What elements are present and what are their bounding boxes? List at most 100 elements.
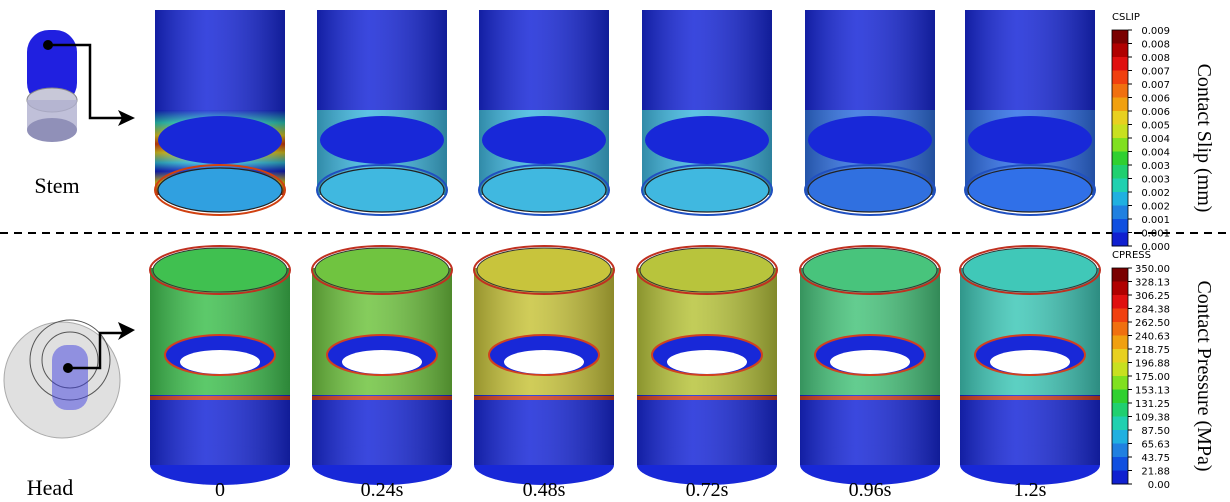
- colorbar-tick-label: 65.63: [1141, 440, 1170, 451]
- stem-shade: [642, 10, 772, 195]
- colorbar-tick-label: 0.006: [1141, 107, 1170, 118]
- head-rim: [473, 245, 615, 295]
- colorbar-tick-label: 328.13: [1135, 278, 1170, 289]
- colorbar-tick-label: 0.00: [1148, 480, 1170, 491]
- colorbar-segment: [1112, 470, 1128, 485]
- stem-interior: [967, 167, 1093, 213]
- stem-rim: [154, 164, 286, 216]
- stem-rim: [804, 164, 936, 216]
- colorbar-segment: [1112, 219, 1128, 233]
- head-hole: [180, 350, 260, 374]
- colorbar-caption: Contact Pressure (MPa): [1193, 280, 1215, 471]
- stem-inner-top: [645, 116, 769, 164]
- colorbar-tick-label: 0.004: [1141, 148, 1170, 159]
- colorbar-tick-label: 0.007: [1141, 67, 1170, 78]
- colorbar-segment: [1112, 322, 1128, 336]
- colorbar-tick-label: 306.25: [1135, 291, 1170, 302]
- time-label: 0.96s: [849, 479, 892, 501]
- colorbar-segment: [1112, 43, 1128, 58]
- head-hole: [342, 350, 422, 374]
- colorbar-tick-label: 240.63: [1135, 332, 1170, 343]
- colorbar-tick-label: 350.00: [1135, 264, 1170, 275]
- colorbar-segment: [1112, 457, 1128, 471]
- colorbar-caption: Contact Slip (mm): [1193, 64, 1215, 213]
- head-rim: [149, 245, 291, 295]
- colorbar-segment: [1112, 138, 1128, 152]
- head-icon: [3, 319, 135, 439]
- stem-interior: [644, 167, 770, 213]
- head-hole: [990, 350, 1070, 374]
- colorbar-segment: [1112, 70, 1128, 85]
- colorbar-tick-label: 43.75: [1141, 453, 1170, 464]
- stem-shade: [805, 10, 935, 195]
- time-label: 1.2s: [1014, 479, 1047, 501]
- time-label: 0: [215, 479, 225, 501]
- stem-rim: [316, 164, 448, 216]
- stem-shade: [965, 10, 1095, 195]
- colorbar-segment: [1112, 268, 1128, 282]
- time-label: 0.24s: [361, 479, 404, 501]
- colorbar-tick-label: 0.000: [1141, 242, 1170, 253]
- stem-interior: [807, 167, 933, 213]
- colorbar-tick-label: 0.003: [1141, 175, 1170, 186]
- head-rim: [311, 245, 453, 295]
- head-hole: [667, 350, 747, 374]
- colorbar-segment: [1112, 84, 1128, 98]
- colorbar-segment: [1112, 124, 1128, 139]
- colorbar-segment: [1112, 178, 1128, 193]
- colorbar-tick-label: 262.50: [1135, 318, 1170, 329]
- colorbar-tick-label: 0.005: [1141, 121, 1170, 132]
- head-interior: [639, 247, 775, 293]
- colorbar-tick-label: 0.008: [1141, 53, 1170, 64]
- time-label: 0.72s: [686, 479, 729, 501]
- colorbar-segment: [1112, 362, 1128, 377]
- head-hole: [504, 350, 584, 374]
- head-interior: [314, 247, 450, 293]
- colorbar-tick-label: 196.88: [1135, 359, 1170, 370]
- colorbar-segment: [1112, 165, 1128, 179]
- colorbar-tick-label: 153.13: [1135, 386, 1170, 397]
- stem-shade: [479, 10, 609, 195]
- colorbar-tick-label: 131.25: [1135, 399, 1170, 410]
- stem-inner-top: [968, 116, 1092, 164]
- colorbar-tick-label: 0.002: [1141, 188, 1170, 199]
- head-rim: [636, 245, 778, 295]
- colorbar-segment: [1112, 430, 1128, 444]
- colorbar-tick-label: 0.001: [1141, 215, 1170, 226]
- stem-icon: [26, 30, 135, 142]
- head-interior: [152, 247, 288, 293]
- colorbar-title: CPRESS: [1112, 250, 1151, 261]
- head-rim: [959, 245, 1101, 295]
- stem-label: Stem: [34, 173, 79, 198]
- head-interior: [802, 247, 938, 293]
- colorbar-tick-label: 0.009: [1141, 26, 1170, 37]
- stem-inner-top: [482, 116, 606, 164]
- colorbar-tick-label: 0.002: [1141, 202, 1170, 213]
- colorbar-title: CSLIP: [1112, 12, 1140, 23]
- colorbar-segment: [1112, 308, 1128, 323]
- colorbar-segment: [1112, 443, 1128, 458]
- time-label: 0.48s: [523, 479, 566, 501]
- colorbar-segment: [1112, 335, 1128, 350]
- head-label: Head: [27, 475, 73, 500]
- colorbar-segment: [1112, 111, 1128, 125]
- colorbar-segment: [1112, 205, 1128, 220]
- head-rim: [799, 245, 941, 295]
- colorbar-tick-label: 0.004: [1141, 134, 1170, 145]
- colorbar-tick-label: 218.75: [1135, 345, 1170, 356]
- colorbar-segment: [1112, 97, 1128, 112]
- colorbar-segment: [1112, 349, 1128, 363]
- stem-rim: [964, 164, 1096, 216]
- colorbar-tick-label: 284.38: [1135, 305, 1170, 316]
- colorbar-segment: [1112, 192, 1128, 206]
- colorbar-segment: [1112, 281, 1128, 296]
- stem-interior: [157, 167, 283, 213]
- head-interior: [476, 247, 612, 293]
- colorbar-segment: [1112, 389, 1128, 404]
- colorbar-tick-label: 0.006: [1141, 94, 1170, 105]
- colorbar-segment: [1112, 295, 1128, 309]
- head-interior: [962, 247, 1098, 293]
- colorbar-tick-label: 0.008: [1141, 40, 1170, 51]
- colorbar-segment: [1112, 376, 1128, 390]
